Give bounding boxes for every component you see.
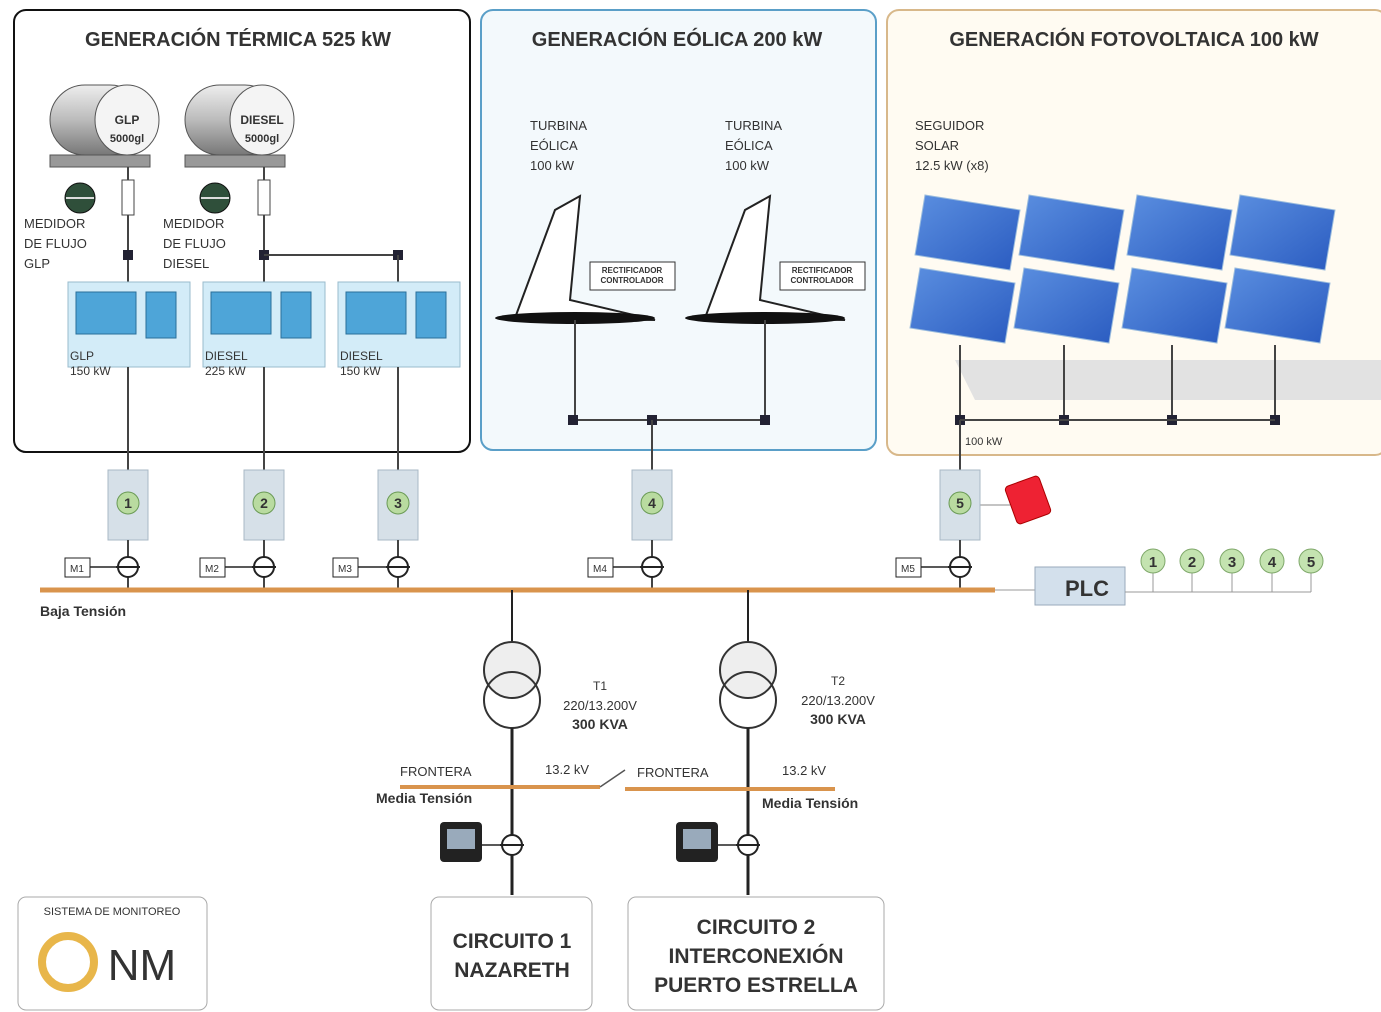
generator-label: DIESEL: [340, 349, 383, 363]
flow-meter-label: DE FLUJO: [24, 236, 87, 251]
meter-label: M2: [205, 564, 219, 575]
section-title: GENERACIÓN TÉRMICA 525 kW: [85, 27, 391, 51]
circuit-label: INTERCONEXIÓN: [668, 944, 843, 968]
controller-label: RECTIFICADOR: [602, 266, 663, 275]
generator-label: DIESEL: [205, 349, 248, 363]
monitoring-title: SISTEMA DE MONITOREO: [44, 906, 181, 918]
medium-voltage-label: Media Tensión: [376, 790, 472, 806]
circuit-box: [431, 897, 592, 1010]
breaker-number: 4: [648, 495, 656, 511]
generator-panel: [281, 292, 311, 338]
junction: [760, 415, 770, 425]
generator-label: 150 kW: [70, 364, 111, 378]
transformer-coil: [720, 642, 776, 698]
frontier-voltage: 13.2 kV: [545, 762, 589, 777]
section-title: GENERACIÓN EÓLICA 200 kW: [532, 27, 823, 51]
transformer-coil: [484, 642, 540, 698]
flow-meter-label: MEDIDOR: [24, 216, 85, 231]
frontier-label: FRONTERA: [637, 765, 709, 780]
generator-engine: [211, 292, 271, 334]
turbine-label: EÓLICA: [725, 138, 773, 153]
diagram: GENERACIÓN TÉRMICA 525 kW GENERACIÓN EÓLI…: [0, 0, 1381, 1012]
turbine-label: EÓLICA: [530, 138, 578, 153]
transformer-name: T2: [831, 674, 845, 688]
tank-capacity: 5000gl: [110, 133, 144, 145]
plc-input: 5: [1307, 554, 1315, 571]
transformer-name: T1: [593, 679, 607, 693]
plc-label: PLC: [1065, 576, 1109, 601]
controller-label: RECTIFICADOR: [792, 266, 853, 275]
generator-label: 225 kW: [205, 364, 246, 378]
generator-engine: [76, 292, 136, 334]
meter-label: M1: [70, 564, 84, 575]
inverter-icon: [1004, 475, 1052, 525]
flow-meter-label: DIESEL: [163, 256, 209, 271]
valve: [122, 180, 134, 215]
power-meter-screen: [683, 829, 711, 849]
controller-label: CONTROLADOR: [790, 276, 853, 285]
controller-label: CONTROLADOR: [600, 276, 663, 285]
circuit-label: CIRCUITO 1: [453, 930, 572, 953]
logo-text: NM: [108, 941, 176, 990]
tank-base: [185, 155, 285, 167]
solar-label: SOLAR: [915, 138, 959, 153]
valve: [258, 180, 270, 215]
medium-voltage-label: Media Tensión: [762, 795, 858, 811]
tank-base: [50, 155, 150, 167]
thermal-section: [14, 10, 470, 452]
plc-input: 1: [1149, 554, 1157, 571]
breaker-number: 3: [394, 495, 402, 511]
frontier-label: FRONTERA: [400, 764, 472, 779]
transformer-rating: 300 KVA: [572, 716, 628, 732]
turbine-label: TURBINA: [725, 118, 782, 133]
junction: [123, 250, 133, 260]
generator-panel: [146, 292, 176, 338]
meter-label: M5: [901, 564, 915, 575]
tank-fuel: DIESEL: [240, 113, 283, 127]
solar-output: 100 kW: [965, 436, 1003, 448]
generator-label: 150 kW: [340, 364, 381, 378]
solar-label: 12.5 kW (x8): [915, 158, 989, 173]
breaker-number: 2: [260, 495, 268, 511]
solar-label: SEGUIDOR: [915, 118, 984, 133]
meter-label: M3: [338, 564, 352, 575]
circuit-label: NAZARETH: [454, 959, 570, 982]
plc-input: 4: [1268, 554, 1277, 571]
tank-capacity: 5000gl: [245, 133, 279, 145]
transformer-ratio: 220/13.200V: [563, 698, 637, 713]
breaker-number: 5: [956, 495, 964, 511]
circuit-label: CIRCUITO 2: [697, 916, 816, 939]
generator-engine: [346, 292, 406, 334]
generator-panel: [416, 292, 446, 338]
plc-input: 3: [1228, 554, 1236, 571]
turbine-label: TURBINA: [530, 118, 587, 133]
wind-section: [481, 10, 876, 450]
breaker-number: 1: [124, 495, 132, 511]
tie-switch: [600, 770, 625, 787]
circuit-label: PUERTO ESTRELLA: [654, 974, 858, 997]
flow-meter-label: GLP: [24, 256, 50, 271]
junction: [568, 415, 578, 425]
frontier-voltage: 13.2 kV: [782, 763, 826, 778]
transformer-rating: 300 KVA: [810, 711, 866, 727]
low-voltage-label: Baja Tensión: [40, 603, 126, 619]
flow-meter-label: MEDIDOR: [163, 216, 224, 231]
section-title: GENERACIÓN FOTOVOLTAICA 100 kW: [949, 27, 1318, 51]
tank-fuel: GLP: [115, 113, 140, 127]
flow-meter-label: DE FLUJO: [163, 236, 226, 251]
turbine-label: 100 kW: [530, 158, 575, 173]
meter-label: M4: [593, 564, 607, 575]
plc-input: 2: [1188, 554, 1196, 571]
turbine-label: 100 kW: [725, 158, 770, 173]
generator-label: GLP: [70, 349, 94, 363]
power-meter-screen: [447, 829, 475, 849]
transformer-ratio: 220/13.200V: [801, 693, 875, 708]
